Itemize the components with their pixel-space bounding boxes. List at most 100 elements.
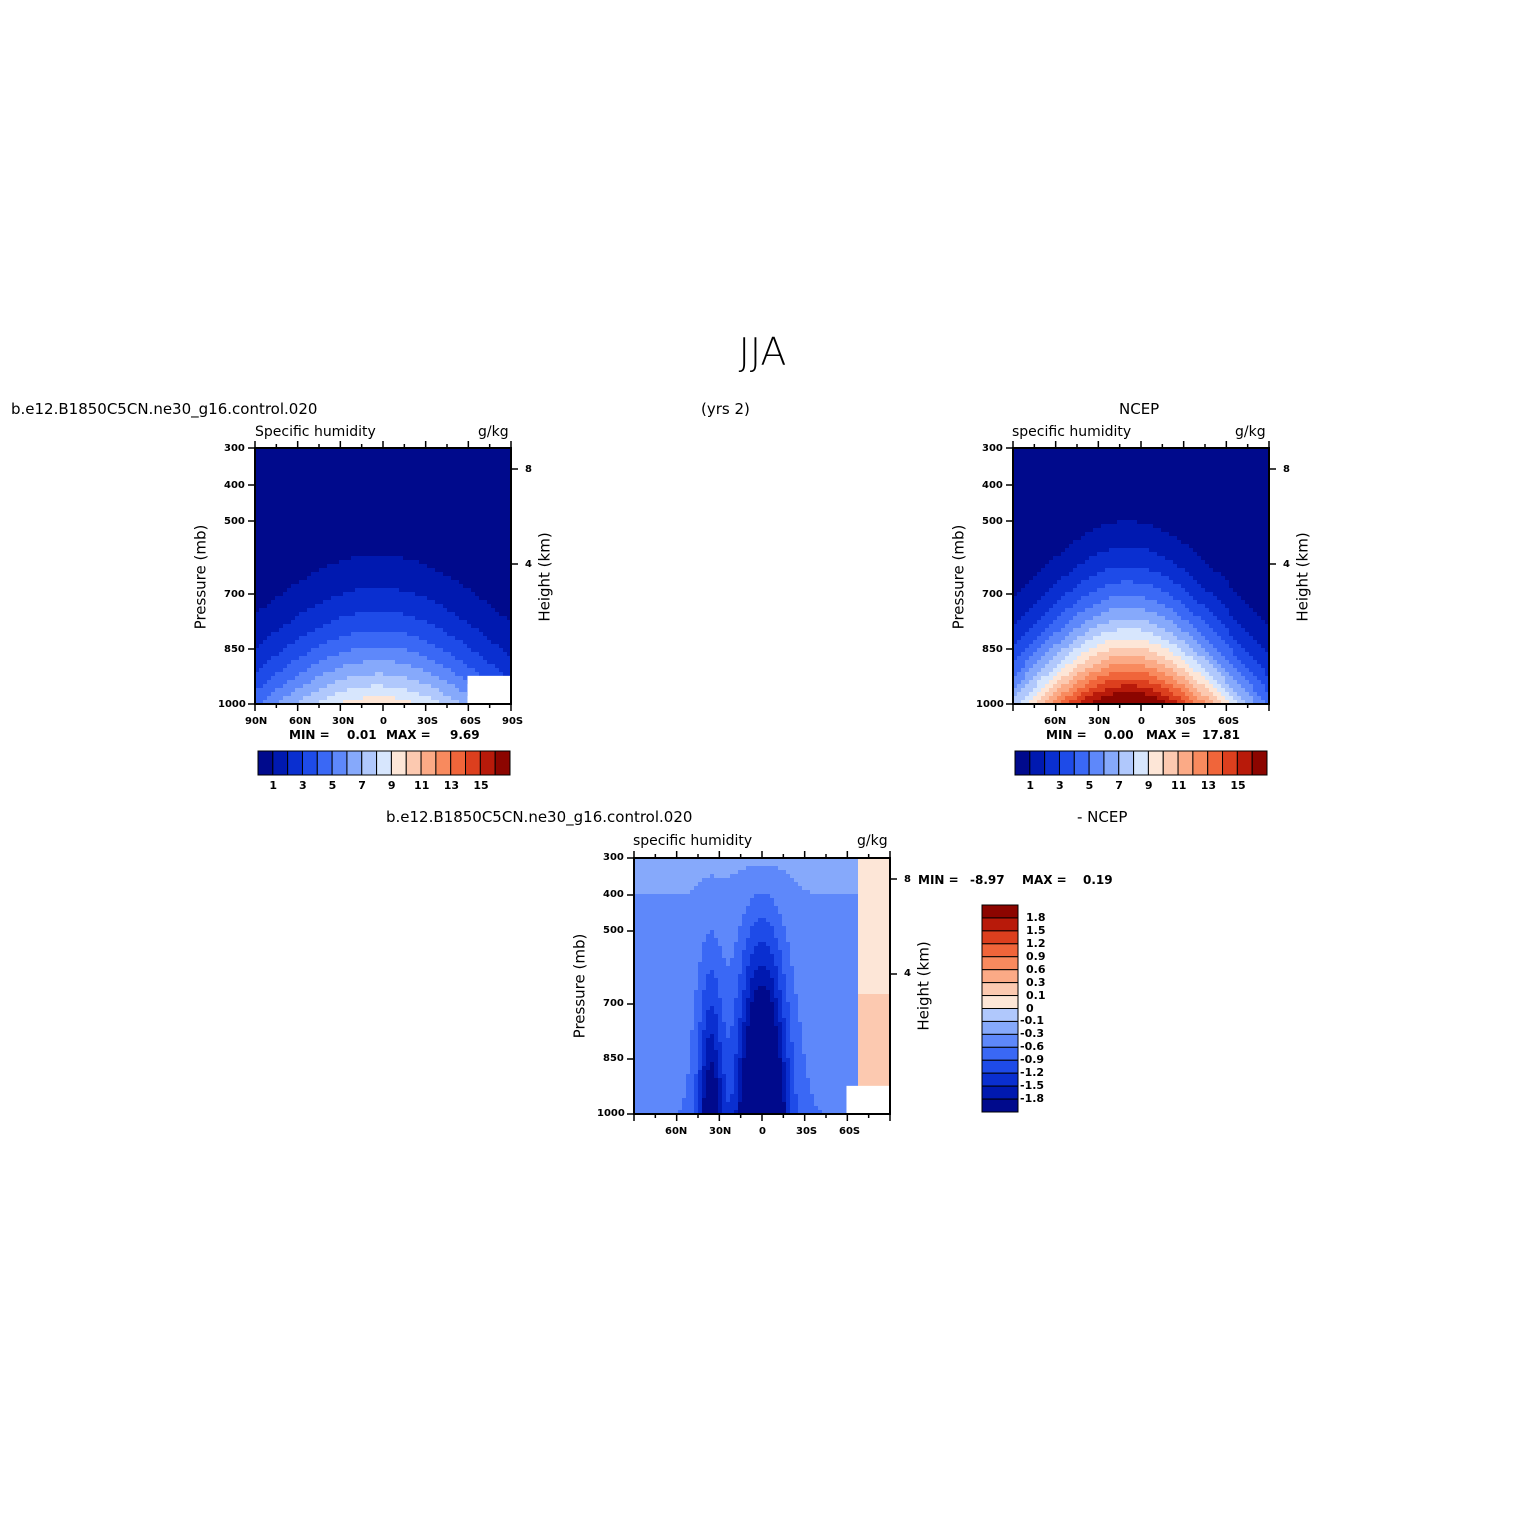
panel3-ytick: 400 bbox=[603, 889, 624, 900]
panel3-y-axis-label: Pressure (mb) bbox=[570, 933, 589, 1039]
panel2-frame bbox=[1012, 447, 1270, 705]
panel1-ytick: 700 bbox=[224, 589, 245, 600]
panel3-colorbar-label: -0.3 bbox=[1020, 1027, 1045, 1041]
panel1-xtick: 90N bbox=[245, 716, 268, 727]
panel1-colorbar-swatch bbox=[301, 750, 318, 776]
panel3-colorbar-label: -0.1 bbox=[1020, 1014, 1045, 1028]
panel1-xtick: 60S bbox=[460, 716, 482, 727]
panel1-colorbar-swatch bbox=[376, 750, 392, 776]
panel3-units-label: g/kg bbox=[857, 833, 888, 849]
panel2-right-tick: 8 bbox=[1283, 464, 1290, 475]
panel2-colorbar-swatch bbox=[1162, 750, 1179, 776]
panel2-colorbar-swatch bbox=[1147, 750, 1164, 776]
panel1-contour-plot bbox=[248, 441, 518, 711]
panel1-colorbar-label: 13 bbox=[443, 779, 460, 792]
panel1-ytick: 300 bbox=[224, 443, 245, 454]
panel1-colorbar-swatch bbox=[361, 750, 378, 776]
panel3-xtick: 60N bbox=[665, 1126, 688, 1137]
panel1-variable-label: Specific humidity bbox=[255, 424, 376, 440]
panel3-colorbar-label: -1.8 bbox=[1020, 1092, 1045, 1106]
panel1-y-axis-label: Pressure (mb) bbox=[191, 524, 210, 630]
panel2-contour-fill bbox=[1013, 448, 1270, 705]
panel1-colorbar-swatch bbox=[479, 750, 496, 776]
panel2-colorbar-label: 7 bbox=[1115, 779, 1123, 792]
panel2-colorbar-swatch bbox=[1222, 750, 1238, 776]
panel2-colorbar-swatch bbox=[1103, 750, 1120, 776]
panel2-colorbar-label: 13 bbox=[1200, 779, 1217, 792]
panel2-colorbar-label: 1 bbox=[1026, 779, 1034, 792]
panel2-colorbar-swatch bbox=[1073, 750, 1090, 776]
panel3-colorbar-label: 1.8 bbox=[1026, 910, 1046, 924]
panel1-xtick: 0 bbox=[380, 716, 387, 727]
panel1-colorbar-swatch bbox=[316, 750, 333, 776]
panel1-ytick: 850 bbox=[224, 644, 245, 655]
panel1-colorbar-swatch bbox=[390, 750, 407, 776]
panel1-missing-data-mask bbox=[467, 675, 511, 704]
panel2-colorbar-label: 11 bbox=[1171, 779, 1187, 792]
panel3-ytick: 850 bbox=[603, 1053, 624, 1064]
panel1-xtick: 90S bbox=[502, 716, 524, 727]
panel3-case-title: b.e12.B1850C5CN.ne30_g16.control.020 bbox=[386, 808, 693, 826]
panel2-colorbar-swatch bbox=[1251, 750, 1268, 776]
panel2-min-value: 0.00 bbox=[1104, 728, 1134, 742]
panel3-colorbar-swatch bbox=[981, 1059, 1019, 1074]
panel2-ytick: 400 bbox=[982, 480, 1003, 491]
panel3-right-axis-label: Height (km) bbox=[914, 941, 933, 1031]
figure-title: JJA bbox=[738, 330, 787, 374]
panel3-max-value: 0.19 bbox=[1083, 873, 1113, 887]
panel2-ytick: 500 bbox=[982, 516, 1003, 527]
panel1-colorbar-swatch bbox=[257, 750, 274, 776]
panel1-colorbar-swatch bbox=[420, 750, 437, 776]
panel2-title: NCEP bbox=[1119, 400, 1160, 418]
panel3-ytick: 1000 bbox=[597, 1108, 625, 1119]
panel3-colorbar-label: 1.2 bbox=[1026, 936, 1046, 950]
panel1-colorbar-swatch bbox=[465, 750, 481, 776]
panel1-max-value: 9.69 bbox=[450, 728, 480, 742]
panel3-colorbar-label: 0.9 bbox=[1026, 949, 1046, 963]
panel2-colorbar-swatch bbox=[1133, 750, 1149, 776]
panel2-colorbar-swatch bbox=[1236, 750, 1253, 776]
panel3-colorbar-swatch bbox=[981, 1072, 1019, 1087]
panel2-max-value: 17.81 bbox=[1202, 728, 1240, 742]
panel1-case-title: b.e12.B1850C5CN.ne30_g16.control.020 bbox=[11, 400, 318, 418]
panel2-ytick: 300 bbox=[982, 443, 1003, 454]
panel1-min-label: MIN = bbox=[289, 728, 330, 742]
panel1-contour-fill bbox=[255, 448, 512, 705]
panel2-colorbar-swatch bbox=[1058, 750, 1075, 776]
panel3-diff-title: - NCEP bbox=[1077, 808, 1128, 826]
panel2-colorbar-label: 15 bbox=[1230, 779, 1246, 792]
panel1-max-label: MAX = bbox=[386, 728, 431, 742]
panel1-colorbar-swatch bbox=[435, 750, 452, 776]
panel3-colorbar-swatch bbox=[981, 1008, 1019, 1022]
panel1-colorbar-label: 1 bbox=[269, 779, 277, 792]
panel2-colorbar-swatch bbox=[1044, 750, 1060, 776]
panel3-max-label: MAX = bbox=[1022, 873, 1067, 887]
panel3-colorbar-label: -0.9 bbox=[1020, 1053, 1045, 1067]
panel3-xtick: 30S bbox=[796, 1126, 818, 1137]
panel2-colorbar-label: 9 bbox=[1144, 779, 1153, 792]
panel1-colorbar-swatch bbox=[450, 750, 467, 776]
panel1-min-value: 0.01 bbox=[347, 728, 377, 742]
panel3-colorbar-swatch bbox=[981, 1085, 1019, 1100]
panel1-right-tick: 8 bbox=[525, 464, 532, 475]
panel2-colorbar-swatch bbox=[1177, 750, 1194, 776]
panel2-xtick: 60S bbox=[1218, 716, 1240, 727]
panel1-colorbar-label: 15 bbox=[473, 779, 489, 792]
panel3-colorbar-swatch bbox=[981, 969, 1019, 984]
panel2-xtick: 30N bbox=[1088, 716, 1111, 727]
panel3-colorbar-swatch bbox=[981, 1033, 1019, 1048]
panel3-colorbar-label: 0.6 bbox=[1026, 962, 1046, 976]
panel2-xtick: 30S bbox=[1175, 716, 1197, 727]
panel2-contour-plot bbox=[1006, 441, 1276, 711]
panel3-colorbar-swatch bbox=[981, 1098, 1019, 1113]
panel1-colorbar-swatch bbox=[331, 750, 348, 776]
panel2-colorbar-swatch bbox=[1088, 750, 1105, 776]
panel3-colorbar-swatch bbox=[981, 930, 1019, 945]
panel3-missing-data-mask bbox=[846, 1085, 890, 1114]
panel3-colorbar-swatch bbox=[981, 917, 1019, 932]
panel2-right-axis-label: Height (km) bbox=[1293, 532, 1312, 622]
panel3-min-value: -8.97 bbox=[970, 873, 1005, 887]
panel2-colorbar-label: 5 bbox=[1085, 779, 1094, 792]
panel1-ytick: 1000 bbox=[218, 699, 246, 710]
panel3-right-tick: 8 bbox=[904, 874, 911, 885]
